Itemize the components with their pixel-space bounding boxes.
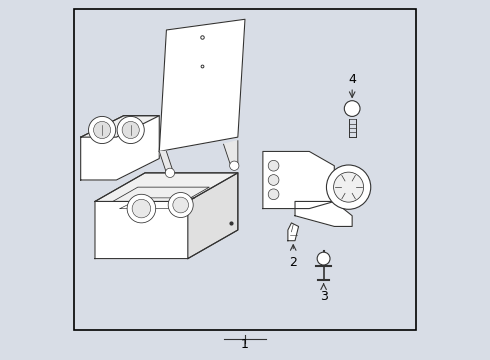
Text: 4: 4: [348, 73, 356, 86]
Polygon shape: [288, 223, 298, 241]
Polygon shape: [263, 152, 334, 208]
Circle shape: [173, 197, 189, 213]
Circle shape: [168, 193, 193, 217]
Polygon shape: [159, 152, 173, 173]
Polygon shape: [81, 116, 159, 137]
Circle shape: [334, 172, 364, 202]
Polygon shape: [81, 116, 159, 180]
Circle shape: [326, 165, 371, 209]
Circle shape: [268, 160, 279, 171]
Circle shape: [89, 116, 116, 144]
Circle shape: [230, 161, 239, 170]
Text: 3: 3: [319, 289, 327, 303]
Text: 1: 1: [241, 338, 249, 351]
Circle shape: [122, 121, 139, 139]
Circle shape: [127, 194, 156, 223]
Polygon shape: [95, 173, 238, 258]
Circle shape: [117, 116, 144, 144]
Polygon shape: [295, 202, 352, 226]
FancyBboxPatch shape: [74, 9, 416, 330]
Circle shape: [344, 101, 360, 116]
Circle shape: [132, 199, 151, 218]
Polygon shape: [188, 173, 238, 258]
Polygon shape: [159, 19, 245, 152]
Circle shape: [94, 121, 111, 139]
Text: 2: 2: [289, 256, 297, 269]
Circle shape: [165, 168, 174, 177]
Polygon shape: [95, 173, 238, 202]
Circle shape: [268, 189, 279, 200]
Polygon shape: [223, 141, 238, 166]
Circle shape: [268, 175, 279, 185]
Circle shape: [317, 252, 330, 265]
